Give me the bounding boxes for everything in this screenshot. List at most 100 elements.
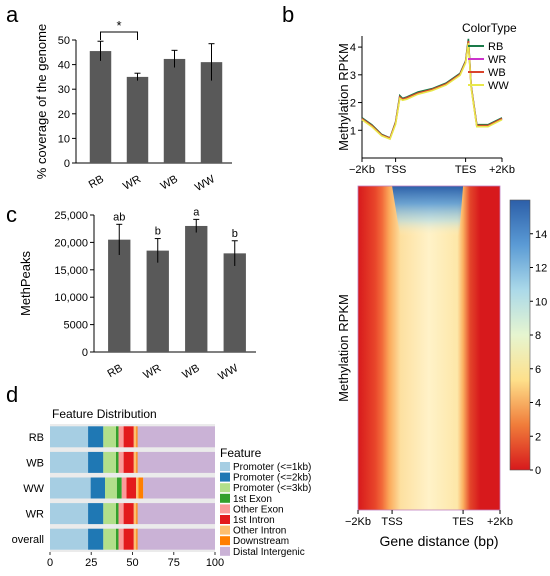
bar-segment-WR <box>118 503 124 525</box>
panel-letter-d: d <box>6 382 18 407</box>
line-series-WB <box>361 40 503 140</box>
bar-segment-RB <box>123 426 134 448</box>
bar-segment-WB <box>116 451 119 473</box>
y-tick-label: 10,000 <box>54 292 88 304</box>
x-tick-label: +2Kb <box>489 164 515 176</box>
x-tick-label: 25 <box>85 557 97 569</box>
y-tick-label: 2 <box>350 98 356 110</box>
x-tick-label: WB <box>180 362 201 381</box>
bar-WB <box>185 225 208 352</box>
line-series-WW <box>361 42 503 141</box>
bar-segment-WW <box>50 477 91 499</box>
bar-segment-RB <box>118 426 124 448</box>
bar-segment-WW <box>138 477 144 499</box>
bar-segment-overall <box>137 528 215 550</box>
legend-label: Distal Intergenic <box>233 547 305 558</box>
bar-segment-WW <box>90 477 105 499</box>
bar-segment-WW <box>121 477 127 499</box>
bar-segment-WR <box>136 503 138 525</box>
x-tick-label: WB <box>159 173 180 192</box>
legend-swatch <box>220 472 230 482</box>
bar-segment-overall <box>103 528 116 550</box>
y-axis-label: Methylation RPKM <box>336 43 351 151</box>
x-tick-label: WR <box>121 173 143 193</box>
bar-segment-WR <box>50 503 89 525</box>
legend-label: Other Intron <box>233 526 286 537</box>
bar-segment-RB <box>103 426 116 448</box>
panel-c-bar-chart: 0 5000 10,000 15,000 20,000 25,000 RB ab WR b WB a W… <box>18 206 256 383</box>
bar-segment-WR <box>103 503 116 525</box>
y-axis-label: % coverage of the genome <box>34 24 49 179</box>
colorbar-tick-label: 12 <box>535 263 547 275</box>
colorbar-tick-label: 6 <box>535 364 541 376</box>
legend-swatch <box>220 462 230 471</box>
x-tick-label: TES <box>455 164 476 176</box>
colorbar-tick-label: 10 <box>535 296 547 308</box>
legend-label: WW <box>488 80 509 92</box>
legend-label: 1st Intron <box>233 515 275 526</box>
legend-swatch <box>220 483 230 493</box>
legend-label: WR <box>488 54 506 66</box>
y-tick-label: 50 <box>58 35 70 47</box>
legend-label: Promoter (<=3kb) <box>233 483 311 494</box>
y-tick-label: 4 <box>350 42 356 54</box>
legend-title: Feature <box>220 446 262 460</box>
legend-label: RB <box>488 41 503 53</box>
bar-segment-RB <box>133 426 137 448</box>
colorbar-tick-label: 14 <box>535 229 547 241</box>
bar-WR <box>126 76 149 163</box>
bar-segment-WR <box>88 503 104 525</box>
bar-segment-overall <box>88 528 104 550</box>
colorbar-tick-label: 0 <box>535 465 541 477</box>
significance-bracket <box>100 31 138 40</box>
legend-title: ColorType <box>462 21 517 35</box>
bar-segment-WR <box>133 503 137 525</box>
line-series-RB <box>361 38 503 140</box>
panel-letter-a: a <box>6 2 19 27</box>
chart-title: Feature Distribution <box>52 407 157 421</box>
y-tick-label: 25,000 <box>54 210 88 222</box>
legend-swatch <box>220 525 230 535</box>
bar-segment-overall <box>118 528 124 550</box>
x-tick-label: −2Kb <box>349 164 375 176</box>
bar-WR <box>146 250 169 352</box>
bar-segment-RB <box>50 426 89 448</box>
y-tick-label: overall <box>12 534 44 546</box>
bar-segment-WW <box>116 477 122 499</box>
legend-swatch <box>220 546 230 556</box>
heatmap-body <box>358 186 500 510</box>
panel-letter-b: b <box>282 2 294 27</box>
bar-segment-WB <box>136 451 138 473</box>
legend-swatch <box>220 536 230 546</box>
panel-b-heatmap: −2Kb TSS TES +2Kb Gene distance (bp) Methylat… <box>336 185 547 549</box>
y-axis-label: MethPeaks <box>18 250 33 316</box>
significance-letter: b <box>155 226 161 238</box>
legend-label: Promoter (<=1kb) <box>233 462 311 473</box>
x-tick-label: RB <box>106 362 125 380</box>
bar-segment-WB <box>103 451 116 473</box>
x-tick-label: WW <box>193 173 218 194</box>
significance-letter: b <box>232 228 238 240</box>
panel-letter-c: c <box>6 202 17 227</box>
y-tick-label: RB <box>29 432 44 444</box>
x-tick-label: TSS <box>381 516 402 528</box>
x-tick-label: RB <box>87 173 106 191</box>
y-tick-label: 1 <box>350 125 356 137</box>
y-tick-label: 3 <box>350 70 356 82</box>
bar-WW <box>200 62 223 163</box>
x-tick-label: +2Kb <box>487 516 513 528</box>
heatmap-frame <box>357 185 501 511</box>
y-axis-label: Methylation RPKM <box>336 294 351 402</box>
bar-WW <box>223 253 246 352</box>
bar-segment-WB <box>88 451 104 473</box>
bar-segment-WR <box>116 503 119 525</box>
x-tick-label: TES <box>452 516 473 528</box>
y-tick-label: 20,000 <box>54 237 88 249</box>
x-tick-label: WR <box>141 362 163 382</box>
colorbar-tick-label: 8 <box>535 330 541 342</box>
bar-segment-overall <box>123 528 134 550</box>
bar-segment-overall <box>136 528 138 550</box>
bar-segment-WB <box>118 451 124 473</box>
